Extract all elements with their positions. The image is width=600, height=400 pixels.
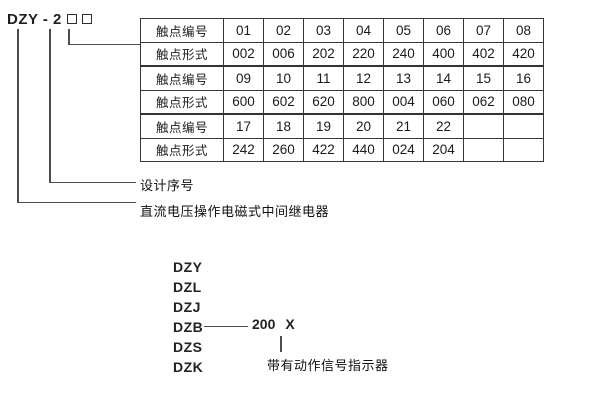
table-cell [503, 113, 544, 139]
table-cell: 240 [383, 41, 424, 67]
row-label: 触点编号 [140, 65, 224, 91]
table-cell: 422 [303, 137, 344, 162]
table-cell: 02 [263, 18, 304, 43]
table-cell: 402 [463, 41, 504, 67]
table-cell: 06 [423, 18, 464, 43]
table-cell: 10 [263, 65, 304, 91]
table-cell: 15 [463, 65, 504, 91]
series-example-suffix: X [285, 316, 295, 332]
table-cell: 19 [303, 113, 344, 139]
table-cell: 800 [343, 89, 384, 115]
table-cell: 204 [423, 137, 464, 162]
table-cell: 13 [383, 65, 424, 91]
table-cell: 440 [343, 137, 384, 162]
series-item-dzk: DZK [173, 359, 204, 375]
model-code-text: DZY - 2 [7, 11, 62, 28]
placeholder-box-icon [66, 14, 77, 24]
table-cell: 602 [263, 89, 304, 115]
table-cell: 08 [503, 18, 544, 43]
table-cell: 060 [423, 89, 464, 115]
callout-line-contact-table-horizontal [68, 43, 142, 45]
callout-line-design-serial-horizontal [49, 181, 136, 183]
table-cell: 080 [503, 89, 544, 115]
series-item-dzj: DZJ [173, 299, 201, 315]
callout-line-contact-table-vertical [68, 29, 70, 45]
table-cell: 024 [383, 137, 424, 162]
design-serial-label: 设计序号 [140, 178, 195, 193]
series-item-dzl: DZL [173, 279, 202, 295]
model-series-list: DZY DZL DZJ DZB DZS DZK [173, 257, 203, 377]
table-cell: 420 [503, 41, 544, 67]
row-label: 触点形式 [140, 137, 224, 162]
table-row: 触点形式 002 006 202 220 240 400 402 420 [140, 41, 544, 67]
callout-line-design-serial-vertical [49, 29, 51, 183]
table-cell: 21 [383, 113, 424, 139]
row-label: 触点编号 [140, 18, 224, 43]
table-cell [463, 113, 504, 139]
table-cell: 01 [223, 18, 264, 43]
contact-table: 触点编号 01 02 03 04 05 06 07 08 触点形式 002 00… [140, 18, 544, 162]
table-cell: 17 [223, 113, 264, 139]
table-cell: 260 [263, 137, 304, 162]
table-cell: 600 [223, 89, 264, 115]
table-cell: 620 [303, 89, 344, 115]
callout-line-relay-type-vertical [17, 29, 19, 203]
table-cell: 16 [503, 65, 544, 91]
table-cell: 14 [423, 65, 464, 91]
table-cell: 09 [223, 65, 264, 91]
callout-line-relay-type-horizontal [17, 201, 136, 203]
table-cell: 400 [423, 41, 464, 67]
model-code: DZY - 2 [7, 11, 92, 28]
row-label: 触点形式 [140, 89, 224, 115]
table-cell: 220 [343, 41, 384, 67]
indicator-callout-line [280, 336, 282, 352]
table-row: 触点编号 09 10 11 12 13 14 15 16 [140, 65, 544, 91]
table-cell: 22 [423, 113, 464, 139]
table-cell: 002 [223, 41, 264, 67]
table-cell: 062 [463, 89, 504, 115]
placeholder-box-icon [81, 14, 92, 24]
table-cell: 12 [343, 65, 384, 91]
table-cell: 20 [343, 113, 384, 139]
series-example-value: 200 [252, 316, 276, 332]
table-cell: 18 [263, 113, 304, 139]
table-row: 触点编号 17 18 19 20 21 22 [140, 113, 544, 139]
row-label: 触点编号 [140, 113, 224, 139]
row-label: 触点形式 [140, 41, 224, 67]
series-example-code: 200 X [252, 316, 295, 332]
table-cell: 04 [343, 18, 384, 43]
table-cell: 202 [303, 41, 344, 67]
series-item-dzy: DZY [173, 259, 203, 275]
table-cell: 11 [303, 65, 344, 91]
relay-type-label: 直流电压操作电磁式中间继电器 [140, 204, 330, 219]
series-item-dzs: DZS [173, 339, 203, 355]
table-cell [503, 137, 544, 162]
table-cell: 07 [463, 18, 504, 43]
series-item-dzb: DZB [173, 319, 204, 335]
table-row: 触点编号 01 02 03 04 05 06 07 08 [140, 18, 544, 43]
table-row: 触点形式 600 602 620 800 004 060 062 080 [140, 89, 544, 115]
table-cell: 006 [263, 41, 304, 67]
table-row: 触点形式 242 260 422 440 024 204 [140, 137, 544, 162]
table-cell: 004 [383, 89, 424, 115]
table-cell: 05 [383, 18, 424, 43]
indicator-note: 带有动作信号指示器 [267, 358, 389, 373]
table-cell [463, 137, 504, 162]
table-cell: 242 [223, 137, 264, 162]
table-cell: 03 [303, 18, 344, 43]
series-connector-line [204, 325, 248, 327]
